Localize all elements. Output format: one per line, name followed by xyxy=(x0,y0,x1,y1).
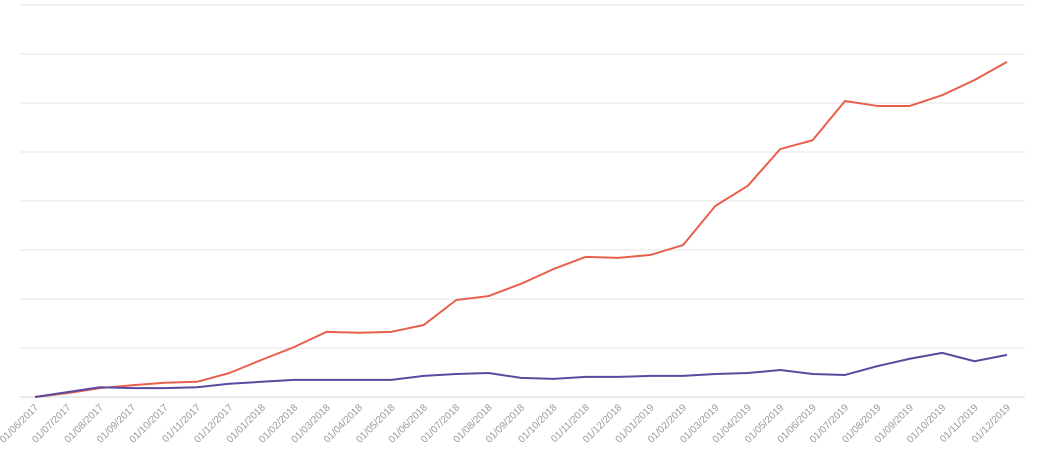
series-lines xyxy=(34,60,1008,398)
x-axis-ticks: 01/06/201701/07/201701/08/201701/09/2017… xyxy=(0,402,1013,445)
series-line-0 xyxy=(34,60,1008,398)
gridlines xyxy=(20,4,1025,398)
series-line-1 xyxy=(34,351,1008,398)
